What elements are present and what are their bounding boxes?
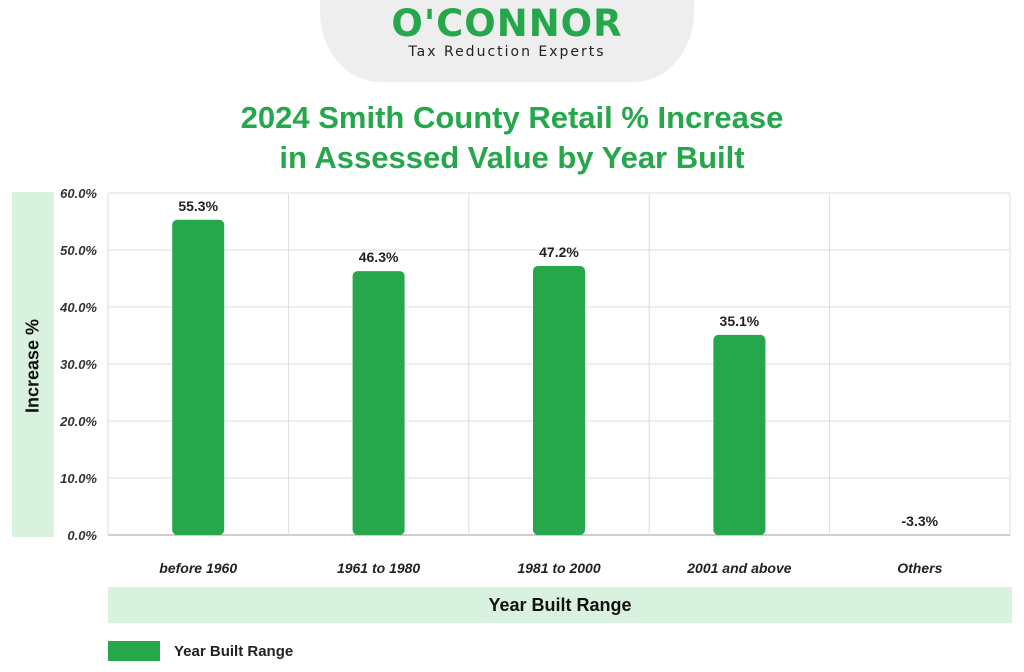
y-axis-label-band (12, 192, 54, 537)
data-label: 35.1% (720, 313, 760, 329)
data-label: 55.3% (178, 198, 218, 214)
chart-title-line1: 2024 Smith County Retail % Increase (240, 100, 784, 135)
bar (352, 271, 405, 535)
data-label: -3.3% (902, 513, 939, 529)
data-label: 46.3% (359, 249, 399, 265)
x-tick-label: 1961 to 1980 (337, 560, 420, 576)
bar (533, 265, 585, 535)
logo: O'CONNOR Tax Reduction Experts (320, 0, 694, 82)
bar (172, 219, 225, 536)
logo-tagline: Tax Reduction Experts (408, 44, 606, 60)
data-label: 47.2% (539, 244, 579, 260)
y-tick-label: 10.0% (60, 471, 97, 486)
x-tick-label: 2001 and above (686, 560, 791, 576)
y-tick-label: 30.0% (60, 357, 97, 372)
x-axis-label-band: Year Built Range (108, 587, 1012, 623)
y-tick-label: 60.0% (60, 186, 97, 201)
y-tick-label: 40.0% (59, 300, 97, 315)
x-axis-label: Year Built Range (488, 595, 632, 615)
bar (713, 334, 766, 535)
chart-title-line2: in Assessed Value by Year Built (279, 140, 745, 175)
x-tick-label: Others (897, 560, 942, 576)
y-tick-label: 50.0% (60, 243, 97, 258)
legend-swatch (108, 641, 160, 661)
y-tick-label: 20.0% (59, 414, 97, 429)
legend: Year Built Range (108, 640, 293, 662)
y-tick-label: 0.0% (67, 528, 97, 543)
x-tick-label: before 1960 (159, 560, 237, 576)
x-tick-label: 1981 to 2000 (517, 560, 600, 576)
logo-name: O'CONNOR (391, 2, 623, 45)
legend-label: Year Built Range (174, 642, 294, 660)
